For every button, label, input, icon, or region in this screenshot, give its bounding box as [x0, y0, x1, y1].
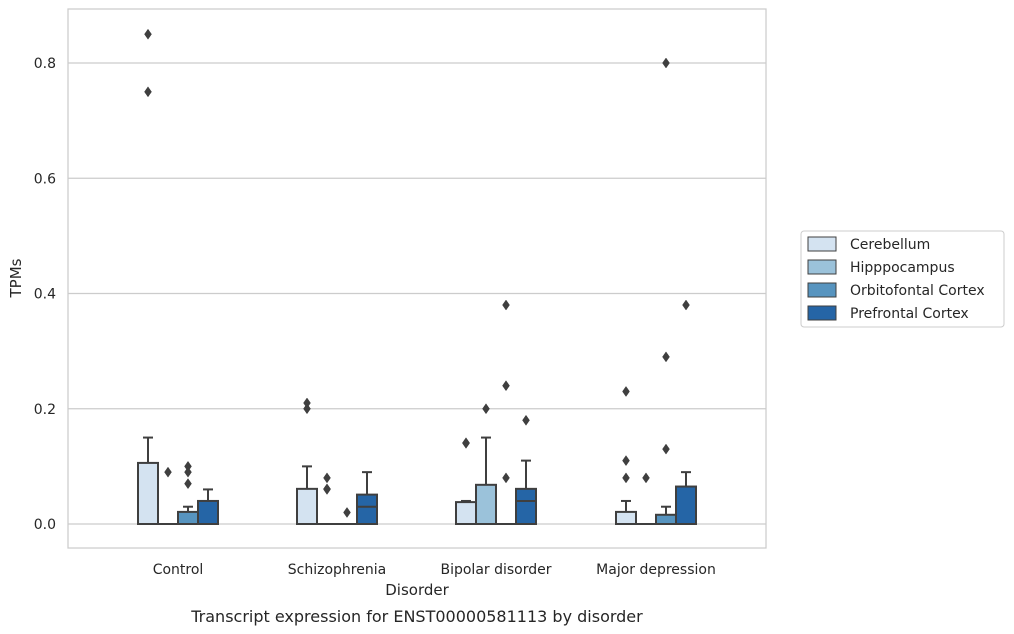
- outlier-point: [184, 478, 192, 490]
- box-orbitofontal-cortex: [337, 507, 357, 525]
- box-rect: [615, 510, 637, 525]
- outlier-point: [662, 57, 670, 69]
- y-tick-label: 0.0: [34, 517, 56, 533]
- outlier-point: [482, 403, 490, 415]
- legend: Cerebellum Hipppocampus Orbitofontal Corte…: [800, 230, 1005, 328]
- legend-swatch: [807, 259, 837, 275]
- box-rect: [475, 483, 497, 526]
- y-tick-label: 0.8: [34, 56, 56, 72]
- y-tick-label: 0.4: [34, 287, 56, 303]
- legend-label: Hipppocampus: [850, 260, 955, 276]
- y-tick-labels: 0.0 0.2 0.4 0.6 0.8: [34, 56, 56, 533]
- box-orbitofontal-cortex: [496, 299, 516, 525]
- legend-frame: [800, 230, 1005, 328]
- outlier-point: [502, 299, 510, 311]
- outlier-point: [502, 472, 510, 484]
- box-cerebellum: [615, 386, 637, 525]
- box-groups: [137, 28, 697, 526]
- outlier-point: [462, 437, 470, 449]
- y-tick-label: 0.6: [34, 171, 56, 187]
- box-rect: [137, 461, 159, 526]
- box-rect: [177, 510, 199, 525]
- legend-swatch: [807, 282, 837, 298]
- outlier-point: [164, 466, 172, 478]
- box-cerebellum: [137, 28, 159, 526]
- legend-label: Orbitofontal Cortex: [850, 283, 985, 299]
- outlier-point: [642, 472, 650, 484]
- outlier-point: [343, 507, 351, 518]
- box-rect: [515, 487, 537, 526]
- outlier-point: [622, 455, 630, 467]
- x-tick-label: Bipolar disorder: [440, 562, 551, 578]
- box-hipppocampus: [158, 466, 178, 525]
- x-tick-labels: Control Schizophrenia Bipolar disorder Majo…: [153, 562, 716, 578]
- legend-swatch: [807, 305, 837, 321]
- box-orbitofontal-cortex: [177, 460, 199, 525]
- legend-swatch: [807, 236, 837, 252]
- plot-frame: [67, 8, 767, 549]
- box-prefrontal-cortex: [356, 471, 378, 525]
- outlier-point: [662, 443, 670, 455]
- outlier-point: [323, 483, 331, 495]
- outlier-point: [622, 386, 630, 397]
- outlier-point: [144, 28, 152, 40]
- box-prefrontal-cortex: [675, 299, 697, 526]
- box-hipppocampus: [636, 472, 656, 525]
- outlier-point: [144, 86, 152, 98]
- box-cerebellum: [455, 437, 477, 526]
- x-tick-label: Schizophrenia: [288, 562, 386, 578]
- x-axis-label: Disorder: [385, 581, 449, 599]
- plot-background: [68, 9, 766, 548]
- outlier-point: [662, 351, 670, 363]
- outlier-point: [502, 380, 510, 392]
- y-tick-label: 0.2: [34, 402, 56, 418]
- box-rect: [655, 513, 677, 526]
- box-prefrontal-cortex: [197, 488, 219, 526]
- outlier-point: [184, 466, 192, 478]
- outlier-point: [622, 472, 630, 484]
- y-axis-label: TPMs: [7, 258, 25, 298]
- x-tick-label: Control: [153, 562, 204, 578]
- box-rect: [197, 499, 219, 526]
- outlier-point: [522, 414, 530, 426]
- box-hipppocampus: [475, 403, 497, 526]
- box-cerebellum: [296, 397, 318, 526]
- box-hipppocampus: [317, 472, 337, 525]
- box-rect: [675, 485, 697, 526]
- box-rect: [455, 501, 477, 526]
- legend-label: Prefrontal Cortex: [850, 306, 969, 322]
- outlier-point: [682, 299, 690, 311]
- chart-caption: Transcript expression for ENST0000058111…: [190, 607, 643, 626]
- box-rect: [356, 493, 378, 525]
- x-tick-label: Major depression: [596, 562, 716, 578]
- outlier-point: [303, 403, 311, 415]
- legend-label: Cerebellum: [850, 237, 930, 253]
- outlier-point: [323, 472, 331, 484]
- box-prefrontal-cortex: [515, 414, 537, 526]
- box-rect: [296, 487, 318, 526]
